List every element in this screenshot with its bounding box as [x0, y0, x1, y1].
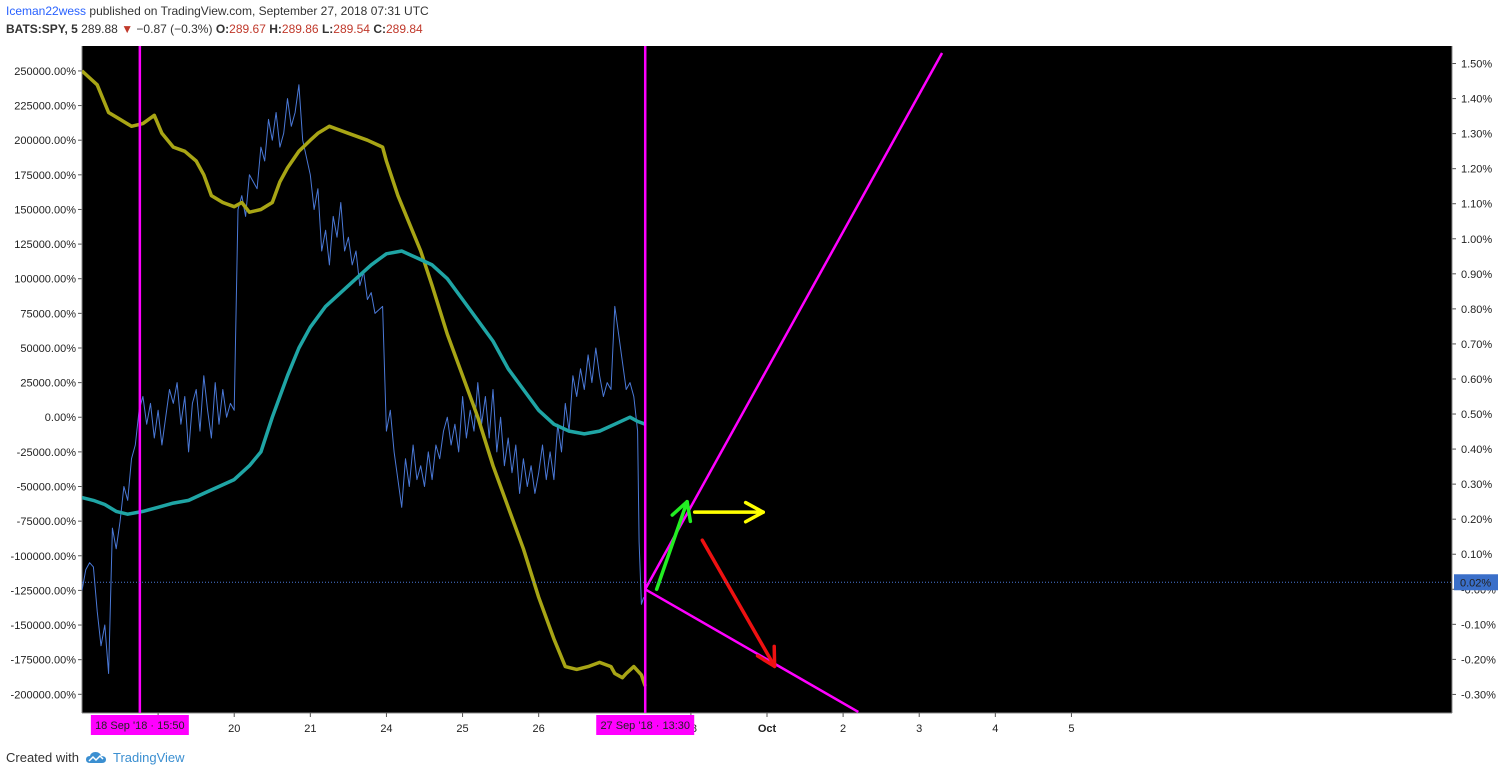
left-tick-label: 200000.00% — [14, 135, 76, 147]
high-value: 289.86 — [281, 22, 319, 36]
cloud-logo-icon — [85, 751, 106, 763]
current-price-line: 0.02% — [82, 574, 1498, 591]
footer: Created with TradingView — [6, 750, 185, 765]
x-tick-label: 2 — [840, 723, 846, 735]
plot-area[interactable] — [82, 46, 1452, 713]
left-tick-label: -50000.00% — [17, 482, 77, 494]
left-tick-label: -175000.00% — [11, 655, 77, 667]
series-line — [82, 84, 645, 674]
right-axis[interactable]: 1.50% 1.40% 1.30% 1.20% 1.10% 1.00% 0.90% 0.80%… — [1451, 46, 1496, 713]
marker-badge — [90, 715, 189, 735]
right-tick-label: 0.60% — [1461, 374, 1492, 386]
left-tick-label: -100000.00% — [11, 551, 77, 563]
current-price-label: 0.02% — [1460, 577, 1491, 589]
marker-badge — [596, 715, 695, 735]
right-tick-label: 0.40% — [1461, 444, 1492, 456]
left-tick-label: 25000.00% — [20, 378, 76, 390]
current-price-badge — [1454, 574, 1498, 591]
x-tick-label: 3 — [916, 723, 922, 735]
left-tick-label: -25000.00% — [17, 447, 77, 459]
right-tick-label: 1.00% — [1461, 234, 1492, 246]
close-label: C: — [373, 22, 386, 36]
symbol-header: BATS:SPY, 5 289.88 ▼ −0.87 (−0.3%) O:289… — [6, 22, 423, 36]
x-tick-label: 25 — [456, 723, 468, 735]
high-label: H: — [269, 22, 282, 36]
left-tick-label: 225000.00% — [14, 101, 76, 113]
low-value: 289.54 — [333, 22, 370, 36]
markers-layer — [138, 46, 647, 713]
price-change: −0.87 (−0.3%) — [136, 22, 213, 36]
right-tick-label: 1.20% — [1461, 164, 1492, 176]
published-text: published on TradingView.com, September … — [89, 4, 429, 18]
marker-labels: 18 Sep '18 · 15:50 27 Sep '18 · 13:30 — [90, 715, 695, 735]
x-tick-label: 21 — [304, 723, 316, 735]
time-axis[interactable]: 19202124252628Oct2345 — [82, 712, 1452, 735]
left-axis[interactable]: 250000.00% 225000.00% 200000.00% 175000.00%… — [11, 46, 83, 713]
author-link[interactable]: Iceman22wess — [6, 4, 87, 18]
right-tick-label: 0.20% — [1461, 514, 1492, 526]
open-value: 289.67 — [229, 22, 266, 36]
projection-line — [644, 52, 944, 590]
marker-label: 27 Sep '18 · 13:30 — [600, 720, 690, 732]
green-arrow — [654, 499, 693, 592]
right-tick-label: -0.30% — [1461, 689, 1496, 701]
publish-header: Iceman22wess published on TradingView.co… — [6, 4, 429, 18]
right-tick-label: 1.30% — [1461, 129, 1492, 141]
right-tick-label: 0.90% — [1461, 269, 1492, 281]
yellow-arrow — [692, 500, 765, 524]
left-tick-label: 175000.00% — [14, 170, 76, 182]
x-tick-label: 24 — [380, 723, 392, 735]
left-tick-label: 150000.00% — [14, 204, 76, 216]
right-tick-label: 0.70% — [1461, 339, 1492, 351]
left-tick-label: -150000.00% — [11, 620, 77, 632]
right-tick-label: 1.50% — [1461, 59, 1492, 71]
left-tick-label: 125000.00% — [14, 239, 76, 251]
x-tick-label: Oct — [758, 723, 777, 735]
left-tick-label: -75000.00% — [17, 516, 77, 528]
low-label: L: — [321, 22, 334, 36]
left-tick-label: 0.00% — [45, 412, 76, 424]
projection-line — [644, 588, 859, 713]
series-layer — [82, 69, 647, 687]
tradingview-link[interactable]: TradingView — [112, 750, 185, 765]
series-line — [82, 249, 646, 516]
price-chart[interactable]: 250000.00%225000.00%200000.00%175000.00%… — [0, 40, 1508, 740]
right-tick-label: 1.10% — [1461, 199, 1492, 211]
marker-label: 18 Sep '18 · 15:50 — [95, 720, 185, 732]
left-tick-label: -200000.00% — [11, 689, 77, 701]
right-tick-label: -0.10% — [1461, 619, 1496, 631]
left-tick-label: -125000.00% — [11, 585, 77, 597]
x-tick-label: 5 — [1068, 723, 1074, 735]
x-tick-label: 26 — [533, 723, 545, 735]
right-tick-label: 0.30% — [1461, 479, 1492, 491]
created-with-text: Created with — [6, 750, 79, 765]
right-tick-label: 0.50% — [1461, 409, 1492, 421]
arrows-layer — [654, 499, 777, 669]
right-tick-label: 0.80% — [1461, 304, 1492, 316]
left-tick-label: 50000.00% — [20, 343, 76, 355]
left-tick-label: 100000.00% — [14, 274, 76, 286]
right-tick-label: -0.20% — [1461, 654, 1496, 666]
x-tick-label: 4 — [992, 723, 998, 735]
right-tick-label: 0.10% — [1461, 549, 1492, 561]
drawings-layer — [644, 52, 944, 713]
right-tick-label: 1.40% — [1461, 94, 1492, 106]
left-tick-label: 250000.00% — [14, 66, 76, 78]
left-tick-label: 75000.00% — [20, 308, 76, 320]
red-arrow — [700, 538, 777, 669]
series-line — [82, 69, 647, 687]
last-price: 289.88 — [81, 22, 118, 36]
symbol-label[interactable]: BATS:SPY, 5 — [6, 22, 78, 36]
close-value: 289.84 — [385, 22, 423, 36]
down-arrow-icon: ▼ — [121, 22, 134, 36]
x-tick-label: 20 — [228, 723, 240, 735]
open-label: O: — [215, 22, 230, 36]
